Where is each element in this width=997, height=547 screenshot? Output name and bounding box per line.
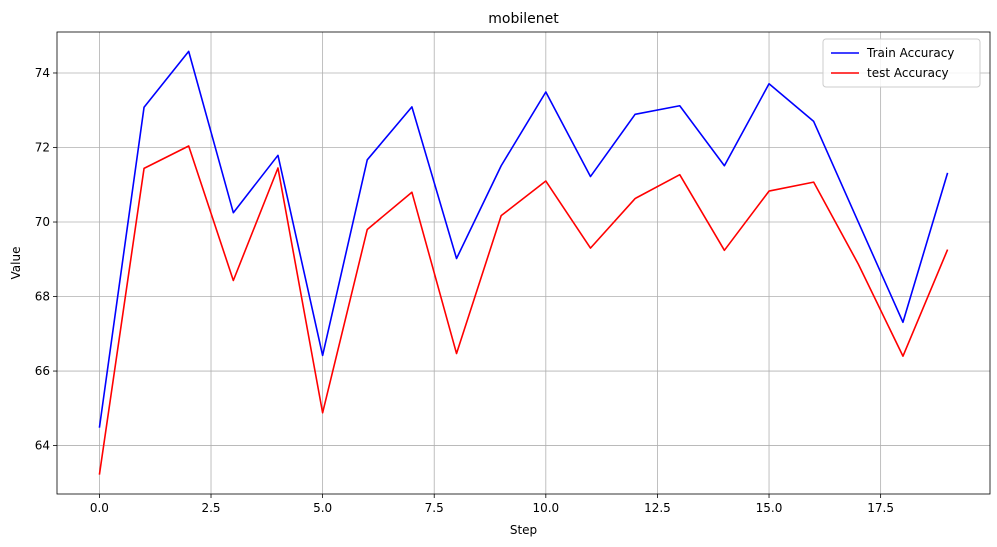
series-line-test-accuracy — [98, 145, 949, 475]
chart-title: mobilenet — [488, 11, 559, 27]
y-tick-label: 70 — [35, 215, 50, 229]
legend-label-test-accuracy: test Accuracy — [867, 66, 949, 80]
x-tick-label: 17.5 — [867, 501, 894, 515]
x-tick-label: 5.0 — [313, 501, 332, 515]
series-line-train-accuracy — [98, 50, 949, 428]
grid-lines — [57, 32, 990, 494]
legend-box — [822, 38, 981, 88]
legend-label-train-accuracy: Train Accuracy — [866, 46, 954, 60]
x-axis-label: Step — [510, 523, 537, 537]
y-tick-label: 68 — [35, 290, 50, 304]
y-tick-label: 74 — [35, 66, 50, 80]
x-tick-label: 7.5 — [425, 501, 444, 515]
axis-ticks: 0.0 2.5 5.0 7.5 10.0 12.5 15.0 17.5 64 66 68 70 72 74 — [35, 66, 894, 515]
x-tick-label: 15.0 — [756, 501, 783, 515]
y-axis-label: Value — [9, 247, 23, 280]
x-tick-label: 2.5 — [201, 501, 220, 515]
x-tick-label: 12.5 — [644, 501, 671, 515]
x-tick-label: 10.0 — [532, 501, 559, 515]
legend: Train Accuracy test Accuracy — [822, 38, 981, 88]
y-tick-label: 72 — [35, 141, 50, 155]
x-tick-label: 0.0 — [90, 501, 109, 515]
series-lines — [98, 50, 949, 475]
y-tick-label: 66 — [35, 364, 50, 378]
plot-area-frame — [56, 31, 991, 495]
y-tick-label: 64 — [35, 439, 50, 453]
